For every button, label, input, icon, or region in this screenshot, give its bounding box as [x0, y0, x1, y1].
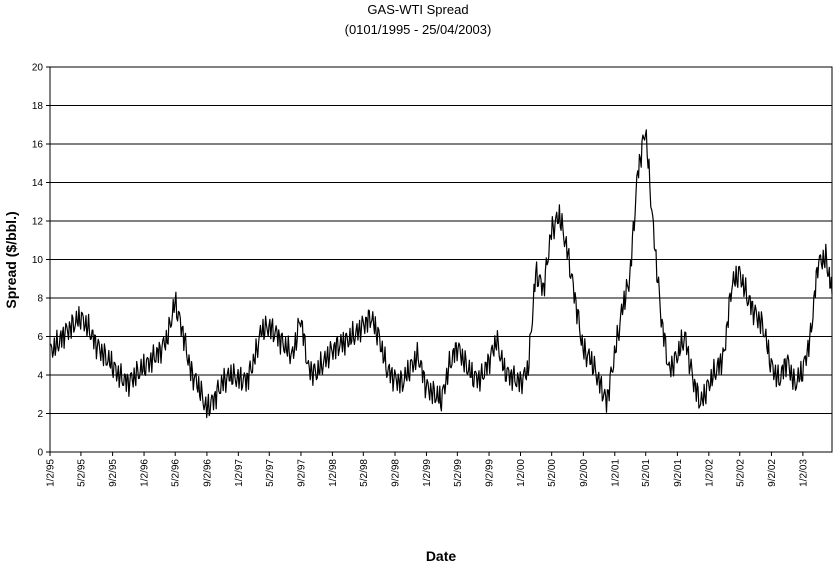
y-tick-label: 20 [32, 63, 44, 74]
spread-series-line [49, 129, 833, 419]
y-tick-label: 2 [37, 409, 43, 420]
x-axis-ticks: 1/2/95 5/2/95 9/2/95 1/2/96 5/2/96 9/2/96 1/2/… [46, 452, 809, 487]
x-tick-label: 9/2/99 [485, 459, 496, 487]
x-tick-label: 1/2/98 [328, 459, 339, 487]
y-tick-label: 18 [32, 101, 44, 112]
gridlines [50, 105, 832, 414]
y-tick-label: 4 [37, 371, 43, 382]
x-tick-label: 5/2/01 [641, 459, 652, 487]
x-tick-label: 9/2/97 [296, 459, 307, 487]
x-tick-label: 1/2/96 [140, 459, 151, 487]
y-tick-label: 10 [32, 255, 44, 266]
x-tick-label: 9/2/95 [108, 459, 119, 487]
x-tick-label: 9/2/96 [202, 459, 213, 487]
y-tick-label: 8 [37, 294, 43, 305]
y-axis-label: Spread ($/bbl.) [3, 211, 19, 308]
y-tick-label: 14 [32, 178, 44, 189]
x-tick-label: 5/2/02 [735, 459, 746, 487]
x-tick-label: 5/2/96 [171, 459, 182, 487]
x-tick-label: 9/2/01 [673, 459, 684, 487]
plot-area [49, 66, 833, 453]
x-tick-label: 5/2/97 [265, 459, 276, 487]
x-tick-label: 9/2/00 [579, 459, 590, 487]
x-tick-label: 1/2/95 [46, 459, 57, 487]
x-tick-label: 1/2/99 [422, 459, 433, 487]
x-tick-label: 5/2/95 [76, 459, 87, 487]
y-tick-label: 12 [32, 217, 44, 228]
x-tick-label: 1/2/01 [610, 459, 621, 487]
x-tick-label: 5/2/00 [547, 459, 558, 487]
x-tick-label: 1/2/02 [704, 459, 715, 487]
x-tick-label: 5/2/99 [453, 459, 464, 487]
chart-subtitle: (0101/1995 - 25/04/2003) [345, 22, 492, 37]
x-tick-label: 9/2/98 [391, 459, 402, 487]
y-tick-label: 0 [37, 448, 43, 459]
y-tick-label: 6 [37, 332, 43, 343]
y-tick-label: 16 [32, 140, 44, 151]
x-tick-label: 1/2/00 [516, 459, 527, 487]
x-tick-label: 1/2/03 [798, 459, 809, 487]
y-axis-ticks: 0 2 4 6 8 10 12 14 16 18 20 [32, 63, 50, 459]
x-tick-label: 1/2/97 [234, 459, 245, 487]
x-tick-label: 9/2/02 [767, 459, 778, 487]
chart-title: GAS-WTI Spread [367, 2, 468, 17]
x-axis-label: Date [426, 548, 457, 564]
x-tick-label: 5/2/98 [359, 459, 370, 487]
